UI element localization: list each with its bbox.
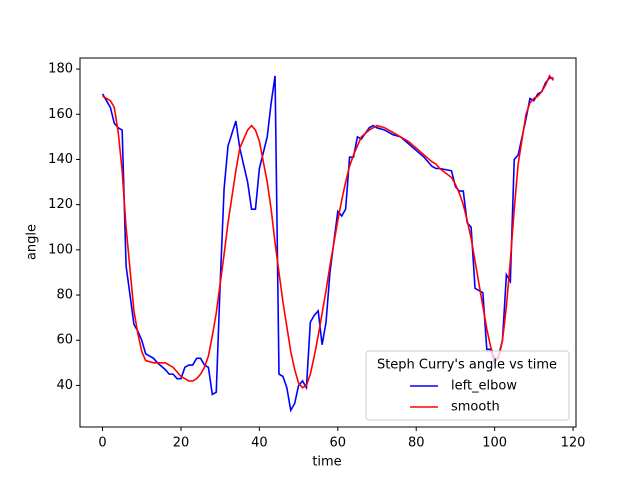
x-tick-label: 0 [98, 436, 106, 451]
x-tick-label: 80 [408, 436, 425, 451]
y-tick-label: 80 [56, 288, 73, 303]
x-tick-label: 20 [173, 436, 190, 451]
legend-label: left_elbow [451, 379, 517, 394]
plot-frame [79, 57, 577, 428]
legend-title: Steph Curry's angle vs time [377, 358, 557, 373]
x-axis-label: time [312, 455, 341, 470]
data-line [102, 74, 555, 389]
y-tick-label: 100 [48, 242, 73, 257]
y-tick-label: 140 [48, 152, 73, 167]
data-line [101, 75, 554, 413]
legend-box [365, 350, 570, 421]
y-tick-label: 60 [56, 333, 73, 348]
x-tick-label: 120 [561, 436, 586, 451]
y-tick-label: 160 [48, 107, 73, 122]
x-tick-label: 40 [251, 436, 268, 451]
x-tick-label: 100 [482, 436, 507, 451]
y-tick-label: 40 [56, 378, 73, 393]
legend-label: smooth [451, 400, 500, 415]
y-tick-label: 120 [48, 197, 73, 212]
x-tick-label: 60 [330, 436, 347, 451]
y-tick-label: 180 [48, 62, 73, 77]
y-axis-label: angle [25, 224, 40, 260]
